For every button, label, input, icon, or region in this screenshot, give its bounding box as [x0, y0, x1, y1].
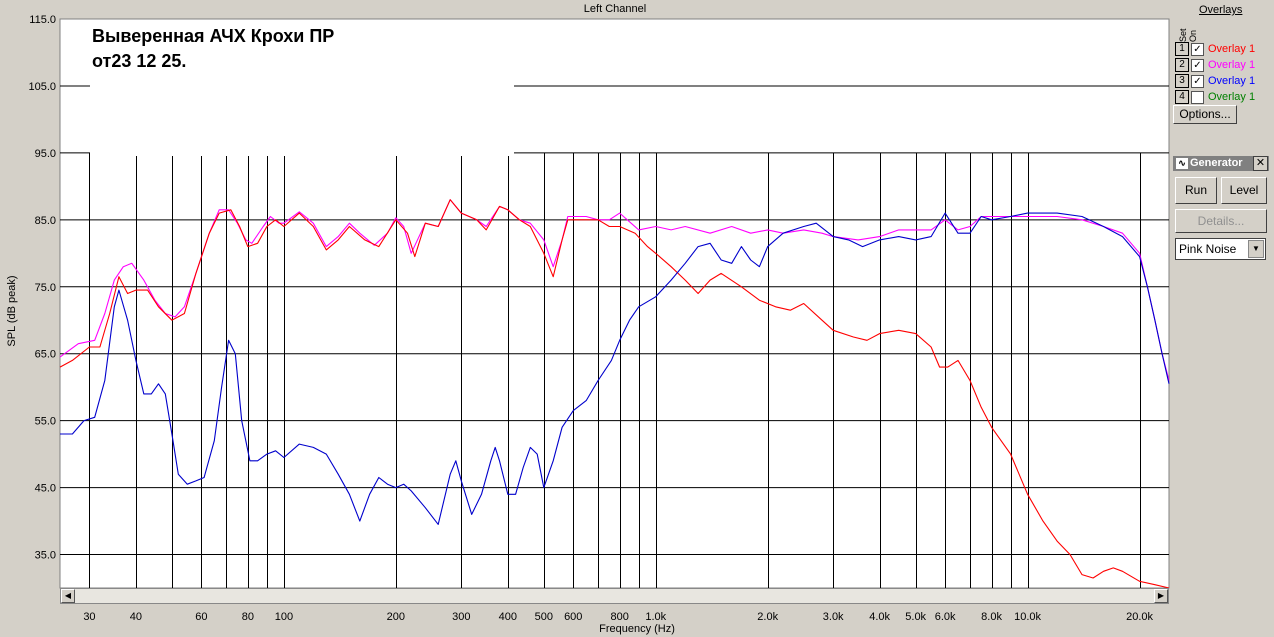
series-layer	[59, 199, 1170, 589]
x-tick-label: 80	[242, 611, 254, 623]
options-button[interactable]: Options...	[1173, 105, 1237, 124]
annotation-line1: Выверенная АЧХ Крохи ПР	[92, 26, 334, 46]
generator-header: ∿ Generator	[1173, 156, 1269, 171]
signal-select[interactable]: Pink Noise ▼	[1175, 238, 1266, 260]
x-tick-label: 2.0k	[757, 611, 778, 623]
overlay-checkbox[interactable]: ✓	[1191, 58, 1204, 72]
series-line-2	[59, 199, 1170, 589]
details-button: Details...	[1175, 209, 1267, 233]
y-tick-label: 55.0	[35, 416, 56, 428]
y-tick-label: 45.0	[35, 483, 56, 495]
signal-value: Pink Noise	[1179, 242, 1237, 256]
overlay-set-button[interactable]: 2	[1175, 58, 1189, 72]
x-tick-label: 6.0k	[935, 611, 956, 623]
y-tick-label: 85.0	[35, 215, 56, 227]
x-tick-label: 10.0k	[1014, 611, 1041, 623]
grid-vertical	[89, 152, 1141, 588]
x-tick-label: 1.0k	[645, 611, 666, 623]
overlay-set-button[interactable]: 4	[1175, 90, 1189, 104]
x-tick-label: 40	[130, 611, 142, 623]
x-tick-label: 60	[195, 611, 207, 623]
generator-title: Generator	[1190, 157, 1243, 169]
chart-svg: Выверенная АЧХ Крохи ПР от23 12 25. 115.…	[6, 14, 1170, 635]
on-label: On	[1188, 29, 1198, 42]
overlay-set-button[interactable]: 1	[1175, 42, 1189, 56]
x-tick-labels: 30 40 60 80 100 200 300 400 500 600 800 1.0k 2.0k 3.0…	[83, 611, 1153, 623]
x-tick-label: 500	[535, 611, 553, 623]
y-tick-labels: 115.0 105.0 95.0 85.0 75.0 65.0 55.0 45.0 35.0	[28, 14, 56, 562]
overlay-label: Overlay 1	[1208, 75, 1256, 87]
generator-close-icon[interactable]: ✕	[1253, 156, 1268, 171]
x-tick-label: 300	[452, 611, 470, 623]
y-tick-label: 115.0	[29, 14, 56, 26]
x-tick-label: 3.0k	[823, 611, 844, 623]
overlay-checkbox[interactable]: ✓	[1191, 74, 1204, 88]
x-tick-label: 100	[275, 611, 293, 623]
overlay-label: Overlay 1	[1208, 91, 1256, 103]
grid-horizontal	[60, 85, 1169, 556]
scroll-left-icon[interactable]: ◀	[61, 589, 75, 603]
scroll-right-icon[interactable]: ▶	[1154, 589, 1168, 603]
chart-title: Left Channel	[583, 3, 647, 15]
run-button[interactable]: Run	[1175, 177, 1217, 204]
x-tick-label: 800	[611, 611, 629, 623]
x-tick-label: 5.0k	[905, 611, 926, 623]
overlay-label: Overlay 1	[1208, 43, 1256, 55]
series-line-3	[60, 212, 1170, 525]
overlay-set-button[interactable]: 3	[1175, 74, 1189, 88]
overlay-checkbox[interactable]: ✓	[1191, 42, 1204, 56]
y-tick-label: 95.0	[35, 148, 56, 160]
x-tick-label: 400	[499, 611, 517, 623]
annotation-line2: от23 12 25.	[92, 51, 186, 71]
overlays-title: Overlays	[1199, 4, 1243, 16]
chevron-down-icon[interactable]: ▼	[1248, 240, 1264, 258]
x-tick-label: 200	[387, 611, 405, 623]
x-tick-label: 4.0k	[869, 611, 890, 623]
overlay-row[interactable]: 3 ✓ Overlay 1	[1175, 74, 1255, 88]
y-tick-label: 105.0	[28, 81, 56, 93]
y-tick-label: 65.0	[35, 349, 56, 361]
x-tick-label: 8.0k	[981, 611, 1002, 623]
x-tick-label: 600	[564, 611, 582, 623]
overlay-row[interactable]: 2 ✓ Overlay 1	[1175, 58, 1255, 72]
overlay-row[interactable]: 1 ✓ Overlay 1	[1175, 42, 1255, 56]
overlay-label: Overlay 1	[1208, 59, 1256, 71]
x-axis-label: Frequency (Hz)	[599, 623, 675, 635]
y-tick-label: 35.0	[35, 550, 56, 562]
x-tick-label: 30	[83, 611, 95, 623]
horizontal-scrollbar[interactable]: ◀ ▶	[60, 588, 1169, 604]
annotation-box	[90, 22, 514, 156]
x-tick-label: 20.0k	[1126, 611, 1153, 623]
level-button[interactable]: Level	[1221, 177, 1267, 204]
generator-icon: ∿	[1176, 158, 1188, 169]
set-label: Set	[1178, 28, 1188, 42]
overlay-checkbox[interactable]	[1191, 90, 1204, 104]
overlay-row[interactable]: 4 Overlay 1	[1175, 90, 1255, 104]
y-axis-label: SPL (dB peak)	[6, 275, 18, 346]
y-tick-label: 75.0	[35, 282, 56, 294]
